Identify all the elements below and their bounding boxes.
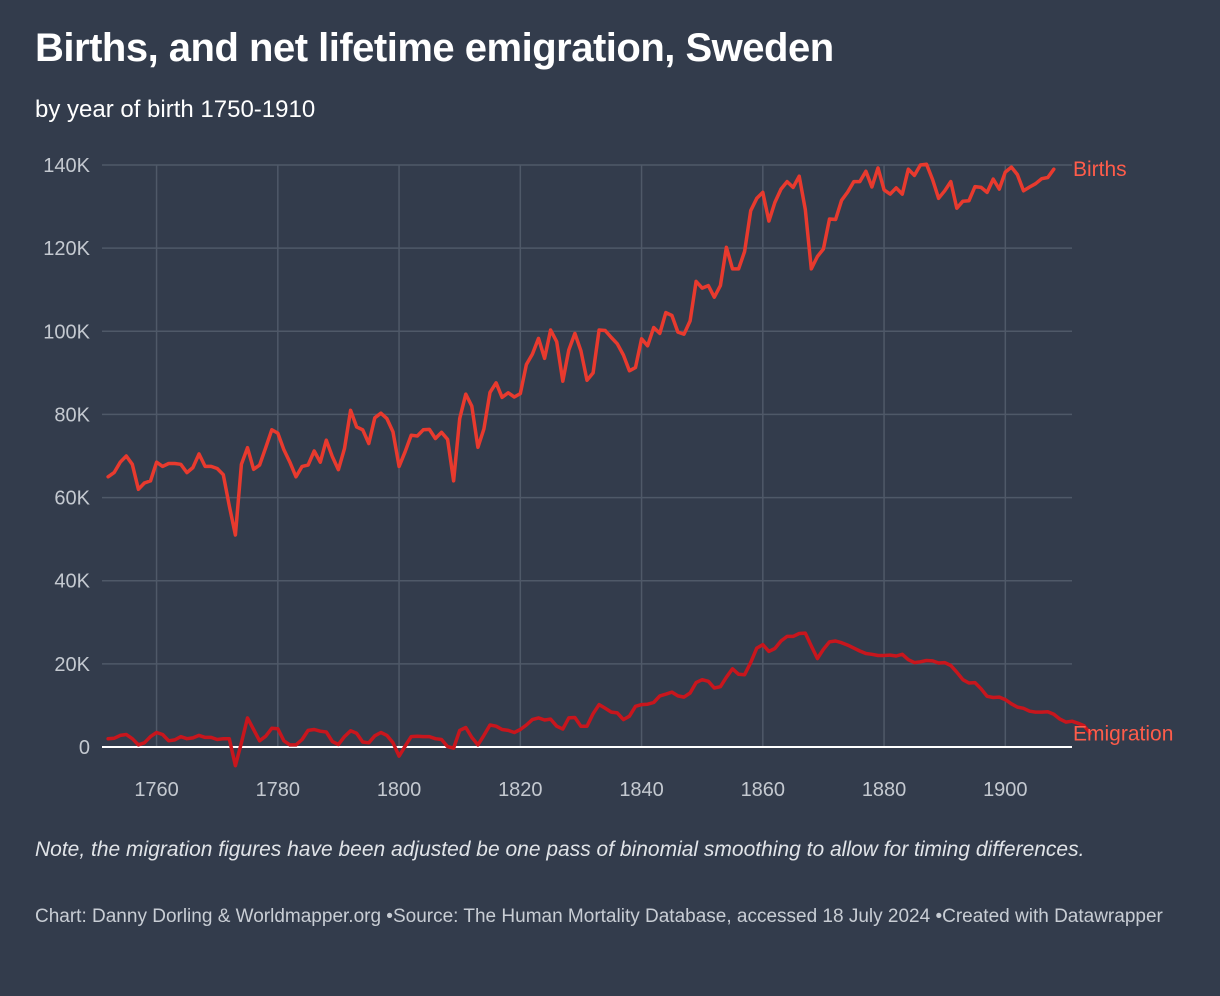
y-tick-label: 60K [54,488,90,510]
y-tick-label: 100K [43,321,90,343]
line-chart: 0 20K 40K 60K 80K 100K 120K 140K 1760 1780 1800 182… [43,155,1173,801]
credit-tool: Created with Datawrapper [930,906,1163,927]
chart-credit: Chart: Danny Dorling & Worldmapper.orgSo… [35,905,1195,928]
y-tick-label: 140K [43,155,90,177]
x-tick-label: 1840 [619,779,664,801]
y-tick-label: 0 [79,737,90,759]
chart-subtitle: by year of birth 1750-1910 [35,96,316,123]
series-line-emigration [106,631,1092,768]
chart-note: Note, the migration figures have been ad… [35,838,1085,861]
series-label-emigration: Emigration [1073,722,1173,745]
series-line-births [106,162,1056,537]
x-tick-label: 1900 [983,779,1028,801]
x-tick-label: 1760 [134,779,179,801]
credit-source: Source: The Human Mortality Database, ac… [381,906,930,927]
x-tick-label: 1880 [862,779,907,801]
y-tick-label: 20K [54,654,90,676]
y-tick-label: 40K [54,571,90,593]
x-tick-label: 1860 [741,779,786,801]
chart-title: Births, and net lifetime emigration, Swe… [35,26,834,70]
x-tick-label: 1820 [498,779,543,801]
x-tick-label: 1800 [377,779,422,801]
series-label-births: Births [1073,158,1127,181]
y-tick-label: 80K [54,404,90,426]
y-tick-label: 120K [43,238,90,260]
x-tick-label: 1780 [256,779,301,801]
credit-chart: Chart: Danny Dorling & Worldmapper.org [35,906,382,927]
